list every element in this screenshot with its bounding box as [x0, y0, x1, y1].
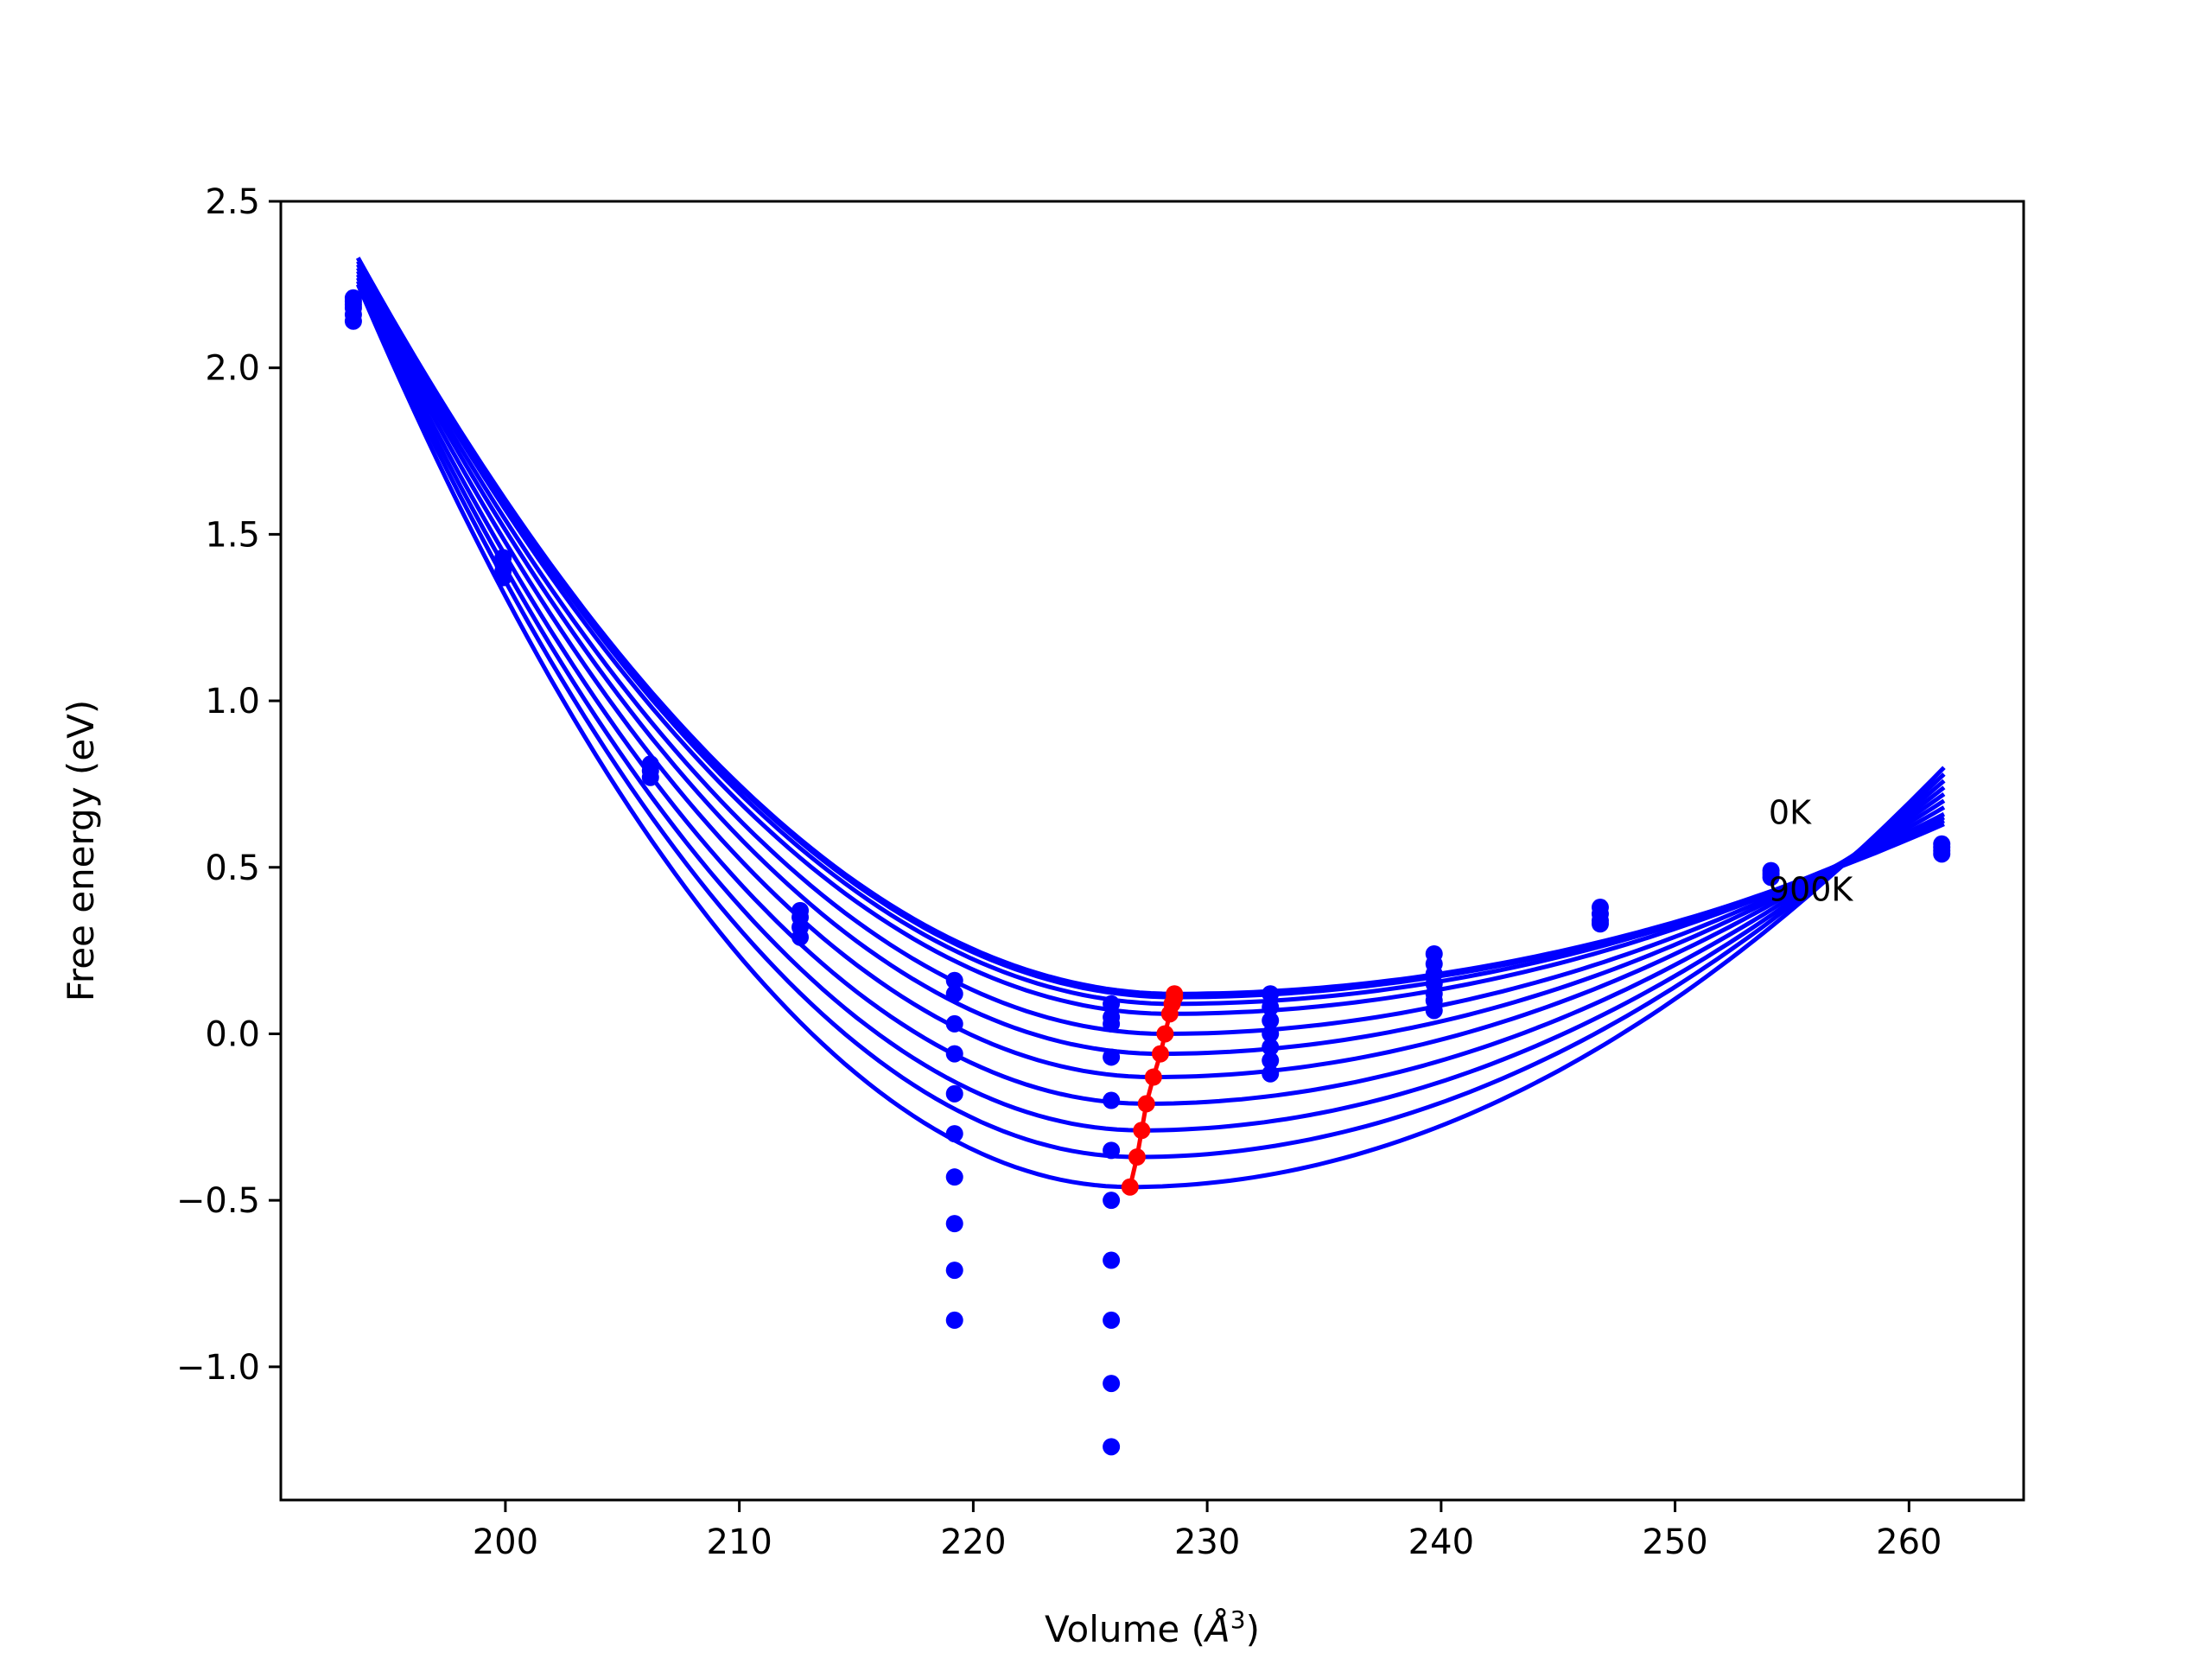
- data-point-9-2: [1762, 868, 1780, 887]
- data-point-4-0: [945, 971, 963, 989]
- minimum-locus: [1121, 985, 1184, 1196]
- data-point-4-7: [945, 1215, 963, 1233]
- y-tick-label-1: −0.5: [176, 1181, 260, 1221]
- data-point-6-3: [1262, 1025, 1280, 1043]
- y-tick-label-2: 0.0: [205, 1014, 260, 1054]
- fit-curve-9: [356, 280, 1946, 1160]
- x-axis-label: Volume (Å3): [1045, 1605, 1260, 1650]
- data-point-6-0: [1262, 985, 1280, 1003]
- data-point-6-1: [1262, 998, 1280, 1016]
- data-point-4-5: [945, 1125, 963, 1143]
- fit-curve-5: [356, 266, 1946, 1057]
- data-points: [344, 289, 1951, 1456]
- data-point-10-3: [1933, 845, 1951, 863]
- minimum-point-3: [1160, 1005, 1179, 1023]
- data-point-3-3: [791, 901, 810, 919]
- data-point-6-4: [1262, 1038, 1280, 1056]
- minimum-point-6: [1144, 1068, 1162, 1086]
- fit-curve-4: [356, 264, 1946, 1037]
- data-point-5-10: [1103, 1438, 1121, 1456]
- data-point-4-3: [945, 1045, 963, 1063]
- data-point-5-2: [1103, 1014, 1121, 1033]
- minimum-point-10: [1121, 1178, 1139, 1196]
- data-point-5-0: [1103, 995, 1121, 1013]
- data-point-5-6: [1103, 1192, 1121, 1210]
- data-point-6-6: [1262, 1065, 1280, 1083]
- fit-curve-2: [356, 257, 1945, 1007]
- annotation-1: 900K: [1769, 870, 1854, 908]
- data-point-4-6: [945, 1168, 963, 1186]
- data-point-6-5: [1262, 1052, 1280, 1070]
- data-point-4-9: [945, 1311, 963, 1329]
- x-tick-label-0: 200: [473, 1522, 538, 1562]
- data-point-5-3: [1103, 1048, 1121, 1066]
- y-tick-label-5: 1.5: [205, 515, 260, 555]
- minimum-point-8: [1133, 1122, 1151, 1140]
- data-point-5-9: [1103, 1375, 1121, 1393]
- data-point-5-8: [1103, 1311, 1121, 1329]
- annotations: 0K 900K: [1769, 794, 1854, 909]
- y-tick-label-6: 2.0: [205, 349, 260, 389]
- x-axis-ticks: 200 210 220 230 240 250 260: [473, 1500, 1942, 1562]
- annotation-0: 0K: [1769, 794, 1812, 832]
- data-point-5-7: [1103, 1251, 1121, 1269]
- plot-frame: [279, 200, 2025, 1502]
- minimum-point-7: [1137, 1095, 1155, 1113]
- fit-curve-3: [356, 260, 1946, 1016]
- data-point-5-5: [1103, 1141, 1121, 1160]
- x-tick-label-1: 210: [706, 1522, 772, 1562]
- x-tick-label-5: 250: [1642, 1522, 1707, 1562]
- data-point-4-2: [945, 1014, 963, 1033]
- x-tick-label-6: 260: [1876, 1522, 1942, 1562]
- fit-curve-8: [356, 276, 1946, 1133]
- fit-curve-10: [356, 283, 1946, 1190]
- y-tick-label-3: 0.5: [205, 849, 260, 888]
- data-point-6-2: [1262, 1012, 1280, 1030]
- data-point-4-8: [945, 1262, 963, 1280]
- y-axis-label: Free energy (eV): [60, 700, 102, 1002]
- minimum-point-9: [1128, 1148, 1146, 1166]
- data-point-0-5: [344, 289, 362, 307]
- y-axis-ticks: −1.0 −0.5 0.0 0.5 1.0 1.5 2.0 2.5: [176, 182, 281, 1388]
- minimum-point-4: [1156, 1025, 1174, 1043]
- data-point-1-3: [494, 549, 512, 567]
- data-point-4-1: [945, 985, 963, 1003]
- y-tick-label-0: −1.0: [176, 1348, 260, 1388]
- x-tick-label-4: 240: [1408, 1522, 1474, 1562]
- data-point-5-4: [1103, 1091, 1121, 1109]
- data-point-4-4: [945, 1084, 963, 1103]
- data-point-2-2: [641, 755, 659, 773]
- x-tick-label-3: 230: [1174, 1522, 1240, 1562]
- y-tick-label-7: 2.5: [205, 182, 260, 222]
- minimum-point-5: [1151, 1045, 1169, 1063]
- y-tick-label-4: 1.0: [205, 682, 260, 721]
- data-point-7-6: [1425, 1001, 1443, 1020]
- x-tick-label-2: 220: [940, 1522, 1006, 1562]
- data-point-8-3: [1591, 915, 1609, 933]
- fitted-curves: [356, 257, 1946, 1190]
